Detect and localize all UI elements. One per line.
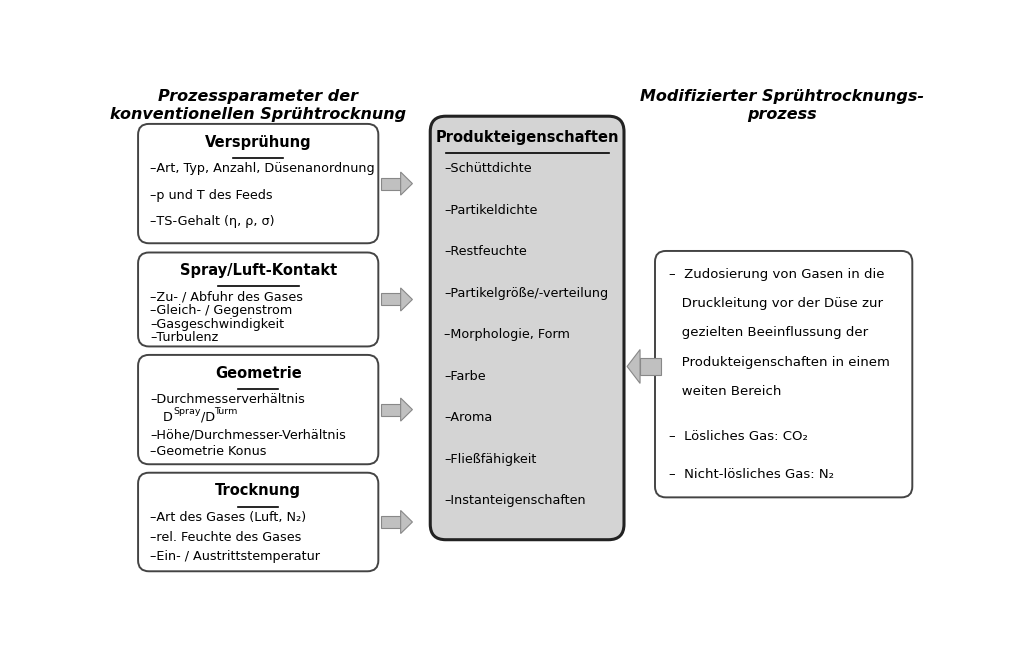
- Polygon shape: [381, 516, 400, 528]
- Text: Produkteigenschaften: Produkteigenschaften: [435, 130, 618, 145]
- Polygon shape: [381, 178, 400, 190]
- Text: –Fließfähigkeit: –Fließfähigkeit: [444, 453, 537, 466]
- Text: Turm: Turm: [214, 407, 238, 416]
- Text: –Geometrie Konus: –Geometrie Konus: [151, 445, 267, 458]
- Polygon shape: [400, 511, 413, 534]
- FancyBboxPatch shape: [430, 116, 624, 540]
- Text: Trocknung: Trocknung: [215, 483, 301, 498]
- FancyBboxPatch shape: [655, 251, 912, 497]
- Text: –Turbulenz: –Turbulenz: [151, 332, 219, 345]
- Text: Druckleitung vor der Düse zur: Druckleitung vor der Düse zur: [669, 297, 883, 310]
- Polygon shape: [400, 172, 413, 195]
- Text: Prozessparameter der
konventionellen Sprühtrocknung: Prozessparameter der konventionellen Spr…: [111, 89, 407, 122]
- Text: –Morphologie, Form: –Morphologie, Form: [444, 328, 570, 341]
- FancyBboxPatch shape: [138, 473, 378, 572]
- Text: –  Zudosierung von Gasen in die: – Zudosierung von Gasen in die: [669, 268, 885, 281]
- Text: –Restfeuchte: –Restfeuchte: [444, 245, 527, 258]
- FancyBboxPatch shape: [138, 355, 378, 464]
- Text: Geometrie: Geometrie: [215, 366, 302, 381]
- Polygon shape: [400, 288, 413, 311]
- Text: –p und T des Feeds: –p und T des Feeds: [151, 189, 273, 202]
- Polygon shape: [381, 294, 400, 305]
- FancyBboxPatch shape: [138, 124, 378, 243]
- Text: –Partikelgröße/-verteilung: –Partikelgröße/-verteilung: [444, 287, 608, 300]
- Polygon shape: [381, 404, 400, 415]
- Text: –Ein- / Austrittstemperatur: –Ein- / Austrittstemperatur: [151, 550, 321, 563]
- Text: –Aroma: –Aroma: [444, 411, 493, 424]
- Text: –Durchmesserverhältnis: –Durchmesserverhältnis: [151, 394, 305, 406]
- Text: Modifizierter Sprühtrocknungs-
prozess: Modifizierter Sprühtrocknungs- prozess: [640, 89, 924, 122]
- Text: gezielten Beeinflussung der: gezielten Beeinflussung der: [669, 326, 868, 339]
- Polygon shape: [627, 349, 640, 383]
- Text: –Gleich- / Gegenstrom: –Gleich- / Gegenstrom: [151, 305, 293, 317]
- Text: –  Nicht-lösliches Gas: N₂: – Nicht-lösliches Gas: N₂: [669, 468, 834, 481]
- Text: Versprühung: Versprühung: [205, 135, 311, 150]
- Text: –Gasgeschwindigkeit: –Gasgeschwindigkeit: [151, 318, 285, 331]
- Text: /D: /D: [201, 411, 215, 424]
- Text: –Zu- / Abfuhr des Gases: –Zu- / Abfuhr des Gases: [151, 291, 303, 304]
- Text: –Farbe: –Farbe: [444, 370, 485, 383]
- Text: Spray: Spray: [174, 407, 202, 416]
- Text: D: D: [163, 411, 173, 424]
- Text: Spray/Luft-Kontakt: Spray/Luft-Kontakt: [179, 264, 337, 279]
- Text: –rel. Feuchte des Gases: –rel. Feuchte des Gases: [151, 531, 302, 543]
- Text: –Instanteigenschaften: –Instanteigenschaften: [444, 494, 586, 508]
- Text: –Schüttdichte: –Schüttdichte: [444, 162, 531, 175]
- Text: –Höhe/Durchmesser-Verhältnis: –Höhe/Durchmesser-Verhältnis: [151, 428, 346, 441]
- Polygon shape: [400, 398, 413, 421]
- Text: Produkteigenschaften in einem: Produkteigenschaften in einem: [669, 356, 890, 369]
- Text: –Partikeldichte: –Partikeldichte: [444, 204, 538, 217]
- Text: –Art des Gases (Luft, N₂): –Art des Gases (Luft, N₂): [151, 511, 306, 525]
- Text: weiten Bereich: weiten Bereich: [669, 385, 781, 398]
- Polygon shape: [640, 358, 662, 375]
- Text: –TS-Gehalt (η, ρ, σ): –TS-Gehalt (η, ρ, σ): [151, 215, 275, 228]
- Text: –  Lösliches Gas: CO₂: – Lösliches Gas: CO₂: [669, 430, 808, 443]
- Text: –Art, Typ, Anzahl, Düsenanordnung: –Art, Typ, Anzahl, Düsenanordnung: [151, 162, 375, 175]
- FancyBboxPatch shape: [138, 252, 378, 347]
